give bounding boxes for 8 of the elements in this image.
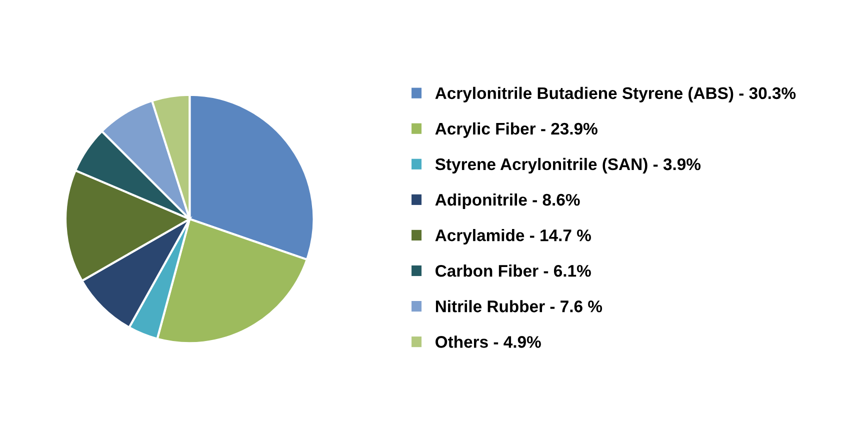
legend-label: Styrene Acrylonitrile (SAN) - 3.9%: [435, 158, 701, 174]
legend-label: Others - 4.9%: [436, 336, 541, 348]
legend-label: Acrylonitrile Butadiene Styrene (ABS) - 30.3%: [435, 86, 796, 102]
legend-label: Adiponitrile - 8.6%: [435, 193, 580, 209]
legend-label: Nitrile Rubber - 7.6 %: [436, 300, 602, 312]
legend-label: Acrylic Fiber - 23.9%: [435, 122, 598, 138]
legend-label: Carbon Fiber - 6.1%: [436, 264, 591, 277]
legend-label: Acrylamide - 14.7 %: [435, 229, 591, 245]
